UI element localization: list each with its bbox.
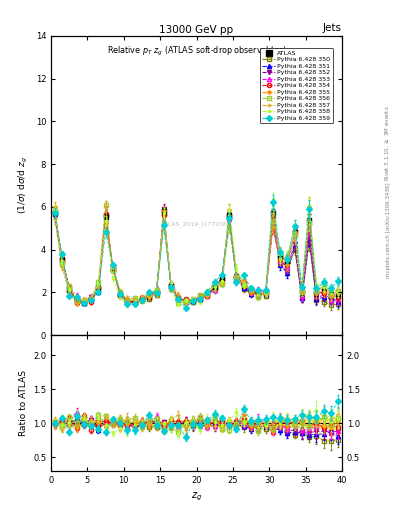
Text: Relative $p_T$ $z_g$ (ATLAS soft-drop observables): Relative $p_T$ $z_g$ (ATLAS soft-drop ob… — [107, 45, 286, 58]
X-axis label: $z_g$: $z_g$ — [191, 490, 202, 503]
Title: 13000 GeV pp: 13000 GeV pp — [160, 25, 233, 35]
Y-axis label: Ratio to ATLAS: Ratio to ATLAS — [18, 370, 28, 436]
Text: Jets: Jets — [323, 23, 342, 33]
Y-axis label: (1/$\sigma$) d$\sigma$/d $z_g$: (1/$\sigma$) d$\sigma$/d $z_g$ — [17, 157, 30, 215]
Text: ATLAS_2019_I1772062: ATLAS_2019_I1772062 — [161, 222, 232, 227]
Text: Rivet 3.1.10, $\geq$ 3M events: Rivet 3.1.10, $\geq$ 3M events — [384, 105, 391, 181]
Text: mcplots.cern.ch [arXiv:1306.3436]: mcplots.cern.ch [arXiv:1306.3436] — [386, 183, 391, 278]
Legend: ATLAS, Pythia 6.428 350, Pythia 6.428 351, Pythia 6.428 352, Pythia 6.428 353, P: ATLAS, Pythia 6.428 350, Pythia 6.428 35… — [260, 48, 333, 123]
